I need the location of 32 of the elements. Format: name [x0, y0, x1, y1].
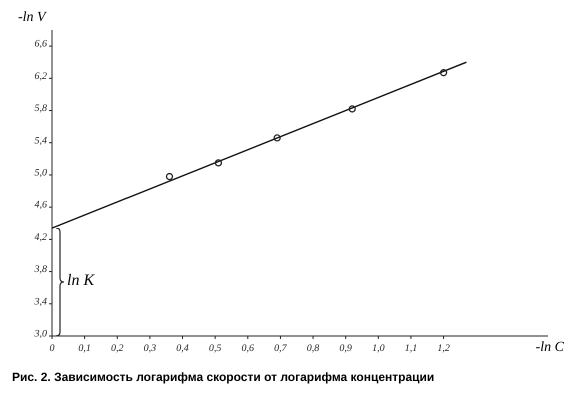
y-tick-label: 3,8	[34, 264, 47, 276]
y-tick-label: 4,2	[34, 232, 47, 243]
annotation: ln K	[67, 272, 94, 290]
x-tick-label: 0,1	[78, 343, 91, 354]
point	[440, 69, 448, 76]
point	[274, 134, 281, 142]
x-tick-label: 0,7	[274, 343, 288, 354]
point	[348, 105, 356, 113]
x-tick-label: 0,4	[176, 343, 189, 354]
x-tick-label: 1,1	[404, 343, 418, 354]
y-tick-label: 5,8	[34, 103, 47, 114]
text: Рис. 2. Зависимость логарифма скорости от логарифма концентрации	[12, 370, 436, 384]
x-tick-label: 0,2	[111, 343, 124, 354]
point	[166, 172, 174, 180]
x-tick-label: 0,6	[242, 343, 254, 354]
x-axis-title: -ln C	[536, 340, 564, 356]
x-tick-label: 0,8	[306, 343, 320, 354]
point	[214, 159, 222, 167]
x-tick-label: 0	[50, 343, 54, 354]
y-tick-label: 3,0	[34, 328, 47, 340]
x-tick-label: 0,5	[208, 343, 222, 354]
x-tick-label: 1,0	[372, 343, 385, 354]
y-tick-label: 3,4	[34, 296, 47, 308]
y-tick-label: 4,6	[34, 200, 47, 211]
y-tick-label: 6,6	[34, 38, 47, 50]
y-tick-label: 6,2	[34, 70, 47, 82]
x-tick-label: 0,9	[339, 343, 352, 354]
y-axis-title: -ln V	[18, 10, 46, 26]
y-tick-label: 5,0	[34, 167, 47, 178]
x-tick-label: 1,2	[437, 343, 450, 354]
y-tick-label: 5,4	[34, 135, 47, 146]
x-tick-label: 0,3	[144, 343, 156, 354]
